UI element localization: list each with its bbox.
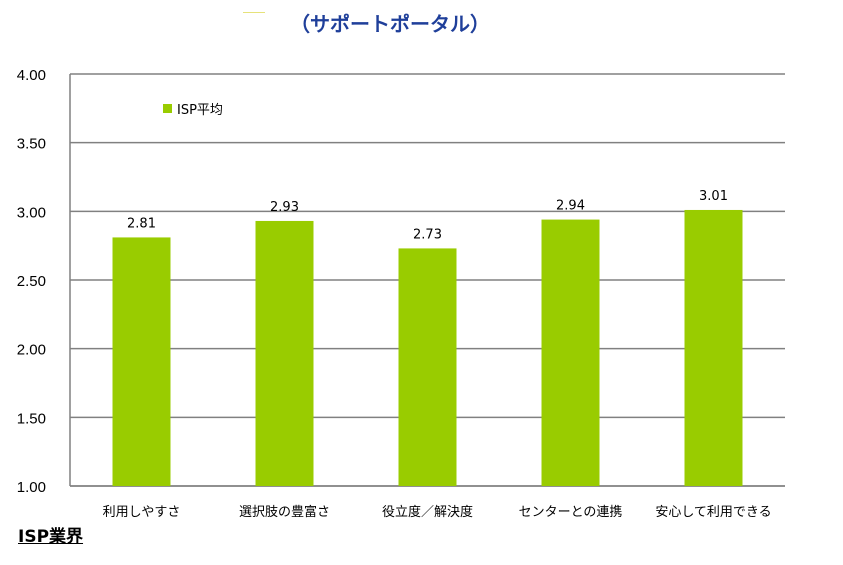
footer-label: ISP業界 <box>18 527 84 547</box>
title-decoration <box>243 12 265 13</box>
x-tick-label: 選択肢の豊富さ <box>239 504 330 520</box>
x-tick-label: センターとの連携 <box>519 504 623 520</box>
y-tick-label: 3.00 <box>17 204 46 221</box>
data-label: 2.73 <box>413 227 442 242</box>
legend-swatch <box>163 104 172 113</box>
bar <box>684 209 743 486</box>
chart-title: （サポートポータル） <box>290 12 490 36</box>
y-tick-label: 2.00 <box>17 342 46 359</box>
data-label: 2.94 <box>556 199 585 214</box>
bar <box>541 219 600 486</box>
bar <box>255 220 314 487</box>
y-tick-label: 4.00 <box>17 67 46 84</box>
bar <box>398 248 457 486</box>
y-tick-label: 2.50 <box>17 273 46 290</box>
y-tick-label: 3.50 <box>17 136 46 153</box>
x-tick-label: 安心して利用できる <box>655 505 771 520</box>
legend-label: ISP平均 <box>177 103 223 118</box>
y-tick-label: 1.00 <box>17 479 46 496</box>
x-tick-label: 役立度／解決度 <box>382 504 473 520</box>
y-tick-label: 1.50 <box>17 410 46 427</box>
data-label: 2.93 <box>270 200 299 215</box>
bar <box>112 237 171 486</box>
data-label: 2.81 <box>127 216 156 231</box>
x-tick-label: 利用しやすさ <box>103 505 181 520</box>
data-label: 3.01 <box>699 189 728 204</box>
